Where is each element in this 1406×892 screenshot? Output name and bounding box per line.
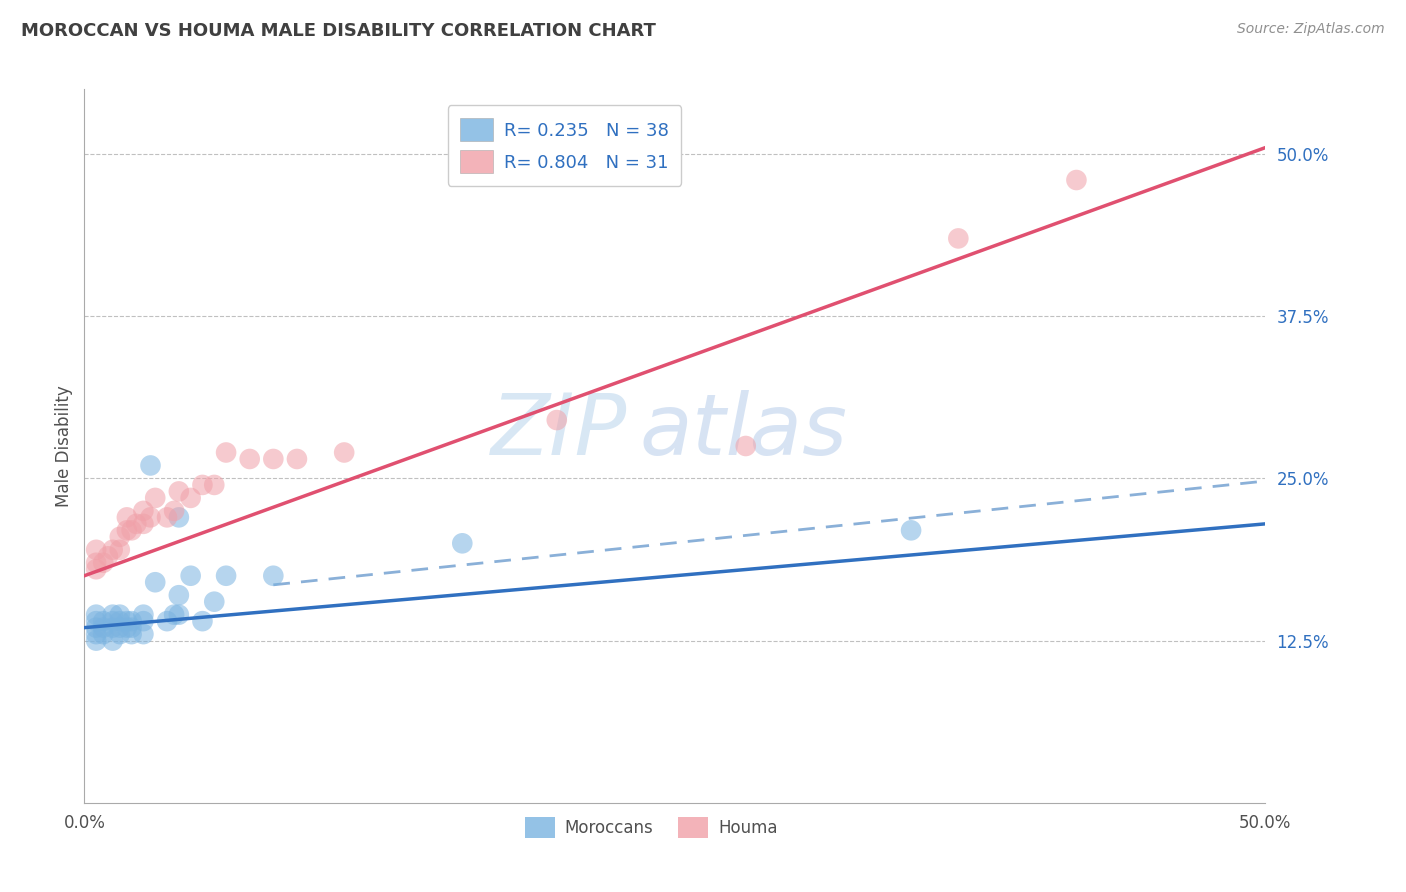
Point xyxy=(333,445,356,459)
Point xyxy=(1066,173,1088,187)
Point xyxy=(101,621,124,635)
Point xyxy=(108,627,131,641)
Point xyxy=(108,621,131,635)
Point xyxy=(167,510,190,524)
Point xyxy=(156,510,179,524)
Point xyxy=(156,614,179,628)
Point xyxy=(84,614,107,628)
Point xyxy=(125,516,148,531)
Point xyxy=(163,504,186,518)
Point xyxy=(132,607,155,622)
Point xyxy=(132,504,155,518)
Point xyxy=(101,633,124,648)
Point xyxy=(101,542,124,557)
Point xyxy=(180,568,202,582)
Point xyxy=(734,439,756,453)
Point xyxy=(91,627,114,641)
Point xyxy=(115,510,138,524)
Point xyxy=(285,452,308,467)
Point xyxy=(108,607,131,622)
Point xyxy=(202,478,225,492)
Point xyxy=(143,491,166,505)
Point xyxy=(115,524,138,538)
Point xyxy=(101,607,124,622)
Text: atlas: atlas xyxy=(640,390,848,474)
Point xyxy=(121,524,143,538)
Point xyxy=(143,575,166,590)
Point xyxy=(91,556,114,570)
Point xyxy=(451,536,474,550)
Point xyxy=(546,413,568,427)
Point xyxy=(215,568,238,582)
Point xyxy=(132,614,155,628)
Point xyxy=(139,458,162,473)
Text: ZIP: ZIP xyxy=(491,390,627,474)
Point xyxy=(121,621,143,635)
Point xyxy=(101,614,124,628)
Point xyxy=(108,530,131,544)
Point xyxy=(121,627,143,641)
Point xyxy=(97,549,120,564)
Point xyxy=(167,607,190,622)
Point xyxy=(262,452,284,467)
Point xyxy=(239,452,262,467)
Point xyxy=(115,621,138,635)
Point xyxy=(180,491,202,505)
Legend: Moroccans, Houma: Moroccans, Houma xyxy=(515,806,787,848)
Point xyxy=(215,445,238,459)
Point xyxy=(84,562,107,576)
Point xyxy=(132,627,155,641)
Point xyxy=(115,614,138,628)
Y-axis label: Male Disability: Male Disability xyxy=(55,385,73,507)
Point xyxy=(167,588,190,602)
Point xyxy=(948,231,970,245)
Point xyxy=(900,524,922,538)
Point xyxy=(191,478,214,492)
Point xyxy=(84,607,107,622)
Point xyxy=(191,614,214,628)
Point xyxy=(167,484,190,499)
Point xyxy=(84,542,107,557)
Point xyxy=(262,568,284,582)
Point xyxy=(91,614,114,628)
Point xyxy=(163,607,186,622)
Text: Source: ZipAtlas.com: Source: ZipAtlas.com xyxy=(1237,22,1385,37)
Point xyxy=(91,621,114,635)
Point xyxy=(108,614,131,628)
Point xyxy=(121,614,143,628)
Point xyxy=(139,510,162,524)
Text: MOROCCAN VS HOUMA MALE DISABILITY CORRELATION CHART: MOROCCAN VS HOUMA MALE DISABILITY CORREL… xyxy=(21,22,657,40)
Point xyxy=(84,556,107,570)
Point xyxy=(132,516,155,531)
Point xyxy=(84,621,107,635)
Point xyxy=(84,633,107,648)
Point xyxy=(202,595,225,609)
Point xyxy=(108,542,131,557)
Point xyxy=(84,627,107,641)
